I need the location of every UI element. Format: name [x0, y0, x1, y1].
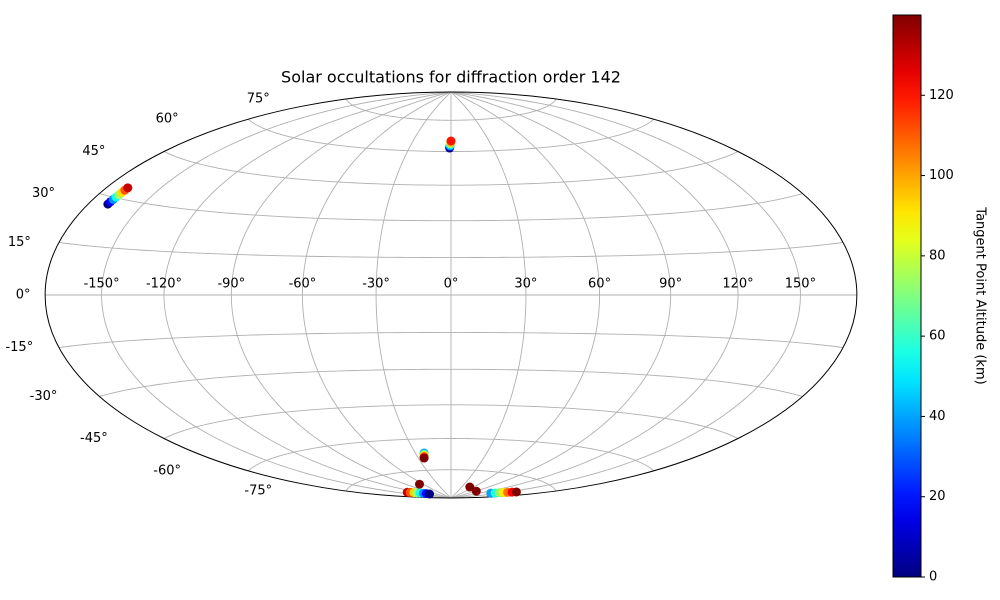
- grid-line: [450, 91, 527, 499]
- point: [123, 183, 133, 193]
- point: [414, 479, 424, 489]
- grid-line: [450, 91, 801, 499]
- grid-line: [450, 91, 739, 499]
- grid-line: [230, 91, 452, 499]
- point: [511, 487, 521, 497]
- colorbar-tick-label: 80: [929, 248, 946, 263]
- point: [471, 486, 481, 496]
- y-tick-label: -75°: [244, 484, 272, 499]
- colorbar-tick-label: 100: [929, 168, 954, 183]
- x-tick-label: -30°: [362, 277, 390, 292]
- colorbar-tick-label: 0: [929, 570, 937, 585]
- chart-title: Solar occultations for diffraction order…: [281, 68, 621, 87]
- y-tick-label: -15°: [5, 340, 33, 355]
- y-tick-label: 45°: [82, 144, 105, 159]
- y-tick-label: -45°: [80, 431, 108, 446]
- point: [419, 453, 429, 463]
- colorbar: [892, 14, 922, 578]
- point: [425, 489, 435, 499]
- x-tick-label: 60°: [588, 277, 611, 292]
- x-tick-label: 0°: [444, 277, 459, 292]
- colorbar-tick-label: 20: [929, 489, 946, 504]
- grid-line: [163, 91, 452, 499]
- x-tick-label: -120°: [146, 277, 182, 292]
- grid-line: [450, 91, 672, 499]
- grid-line: [301, 91, 452, 499]
- colorbar-tick-label: 120: [929, 88, 954, 103]
- x-tick-label: -90°: [217, 277, 245, 292]
- colorbar-tick-label: 40: [929, 409, 946, 424]
- y-tick-label: 60°: [156, 112, 179, 127]
- map-boundary: [44, 91, 858, 499]
- grid-line: [101, 91, 452, 499]
- point: [446, 136, 456, 146]
- colorbar-label: Tangent Point Altitude (km): [973, 206, 988, 384]
- y-tick-label: 30°: [32, 186, 55, 201]
- x-tick-label: 150°: [785, 277, 816, 292]
- x-tick-label: 120°: [722, 277, 753, 292]
- y-tick-label: 0°: [16, 288, 31, 303]
- x-tick-label: -150°: [84, 277, 120, 292]
- y-tick-label: 15°: [8, 235, 31, 250]
- grid-line: [450, 91, 601, 499]
- point: [465, 482, 475, 492]
- x-tick-label: 30°: [514, 277, 537, 292]
- grid-line: [375, 91, 452, 499]
- x-tick-label: -60°: [289, 277, 317, 292]
- y-tick-label: -60°: [153, 463, 181, 478]
- y-tick-label: -30°: [30, 389, 58, 404]
- y-tick-label: 75°: [247, 91, 270, 106]
- x-tick-label: 90°: [659, 277, 682, 292]
- colorbar-tick-label: 60: [929, 329, 946, 344]
